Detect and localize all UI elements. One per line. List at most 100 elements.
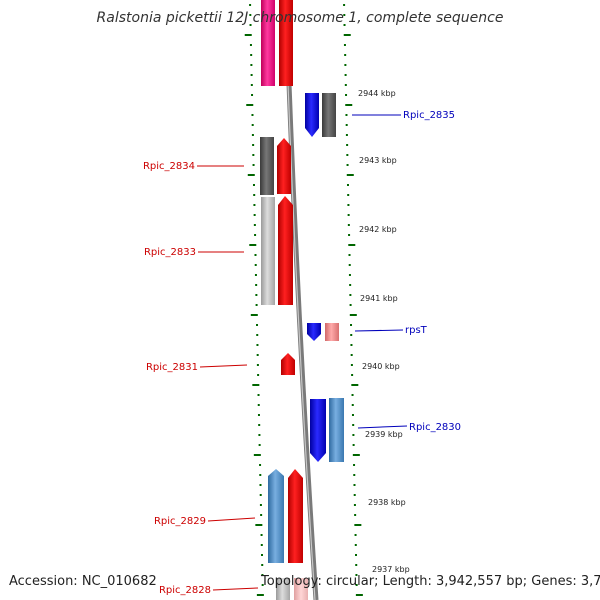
minor-tick [258, 424, 261, 426]
gene-block-red-top [279, 0, 293, 86]
minor-tick [347, 194, 350, 196]
minor-tick [349, 304, 352, 306]
minor-tick [254, 254, 257, 256]
minor-tick [260, 544, 263, 546]
minor-tick [352, 424, 355, 426]
minor-tick [259, 464, 262, 466]
minor-tick [354, 514, 357, 516]
minor-tick [355, 584, 358, 586]
minor-tick [348, 264, 351, 266]
minor-tick [351, 374, 354, 376]
major-tick [354, 524, 362, 526]
leader-line [212, 587, 259, 591]
minor-tick [255, 294, 258, 296]
minor-tick [346, 164, 349, 166]
minor-tick [249, 44, 252, 46]
gene-block-rpic-2828 [294, 578, 308, 600]
major-tick [355, 594, 363, 596]
minor-tick [255, 284, 258, 286]
minor-tick [345, 124, 348, 126]
minor-tick [252, 144, 255, 146]
minor-tick [250, 74, 253, 76]
minor-tick [252, 164, 255, 166]
major-tick [346, 174, 354, 176]
minor-tick [353, 494, 356, 496]
tick-label: 2939 kbp [365, 430, 403, 439]
forward-strand-genes [305, 93, 344, 462]
minor-tick [354, 544, 357, 546]
gene-arrow-rpic-2829-homolog [268, 469, 284, 563]
minor-tick [261, 574, 264, 576]
minor-tick [250, 54, 253, 56]
minor-tick [254, 234, 257, 236]
minor-tick [259, 474, 262, 476]
major-tick [244, 34, 252, 36]
tick-label: 2943 kbp [359, 156, 397, 165]
minor-tick [251, 94, 254, 96]
minor-tick [253, 214, 256, 216]
leader-line [357, 425, 408, 429]
gene-block-rpic-2834-homolog [260, 137, 274, 195]
minor-tick [351, 394, 354, 396]
tick-rails [244, 4, 363, 596]
tick-label: 2938 kbp [368, 498, 406, 507]
minor-tick [257, 394, 260, 396]
major-tick [345, 104, 353, 106]
major-tick [249, 244, 257, 246]
major-tick [255, 524, 263, 526]
major-tick [256, 594, 264, 596]
major-tick [348, 244, 356, 246]
minor-tick [249, 24, 252, 26]
minor-tick [254, 264, 257, 266]
minor-tick [253, 194, 256, 196]
minor-tick [343, 4, 346, 6]
minor-tick [352, 434, 355, 436]
tick-label: 2942 kbp [359, 225, 397, 234]
minor-tick [256, 354, 259, 356]
minor-tick [258, 444, 261, 446]
gene-label-rpic-2828: Rpic_2828 [159, 585, 211, 596]
major-tick [351, 384, 359, 386]
minor-tick [352, 444, 355, 446]
minor-tick [251, 124, 254, 126]
forward-gene-labels: Rpic_2835 rpsT Rpic_2830 [352, 110, 461, 433]
gene-label-rpic-2830: Rpic_2830 [409, 422, 461, 433]
minor-tick [251, 114, 254, 116]
minor-tick [344, 64, 347, 66]
minor-tick [256, 344, 259, 346]
minor-tick [348, 254, 351, 256]
minor-tick [249, 14, 252, 16]
minor-tick [253, 204, 256, 206]
minor-tick [346, 144, 349, 146]
minor-tick [355, 574, 358, 576]
tick-label: 2941 kbp [360, 294, 398, 303]
minor-tick [344, 84, 347, 86]
major-tick [352, 454, 360, 456]
minor-tick [253, 224, 256, 226]
minor-tick [252, 154, 255, 156]
minor-tick [258, 434, 261, 436]
tick-label: 2944 kbp [358, 89, 396, 98]
major-tick [247, 174, 255, 176]
gene-arrow-rpst [307, 323, 321, 341]
minor-tick [347, 214, 350, 216]
minor-tick [256, 324, 259, 326]
leader-line [354, 329, 404, 332]
tick-label: 2937 kbp [372, 565, 410, 574]
minor-tick [350, 364, 353, 366]
minor-tick [353, 504, 356, 506]
minor-tick [354, 534, 357, 536]
reverse-strand-genes [260, 0, 308, 600]
minor-tick [345, 94, 348, 96]
gene-label-rpic-2835: Rpic_2835 [403, 110, 455, 121]
major-tick [250, 314, 258, 316]
gene-block-rpic-2833-homolog [261, 197, 275, 305]
minor-tick [259, 484, 262, 486]
minor-tick [346, 154, 349, 156]
minor-tick [250, 64, 253, 66]
leader-line [199, 364, 248, 368]
minor-tick [260, 534, 263, 536]
minor-tick [350, 354, 353, 356]
minor-tick [346, 184, 349, 186]
